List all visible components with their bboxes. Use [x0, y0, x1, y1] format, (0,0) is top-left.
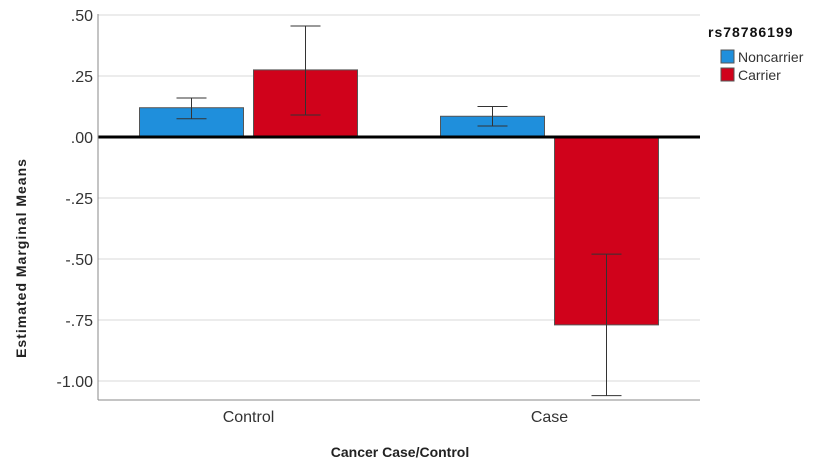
- bars: [139, 69, 659, 326]
- y-tick-label: .25: [71, 69, 93, 86]
- legend-title: rs78786199: [708, 24, 794, 40]
- x-tick-labels: Control Case: [223, 409, 569, 426]
- legend-label-noncarrier: Noncarrier: [738, 49, 804, 65]
- legend-swatch-noncarrier: [720, 49, 735, 64]
- error-bars: [176, 25, 622, 397]
- y-tick-label: .50: [71, 8, 93, 25]
- legend: rs78786199 Noncarrier Carrier: [708, 24, 804, 83]
- legend-swatch-carrier: [720, 67, 735, 82]
- x-tick-label: Case: [531, 409, 568, 426]
- y-tick-label: -.25: [65, 191, 93, 208]
- y-tick-label: .00: [71, 130, 93, 147]
- y-axis-title: Estimated Marginal Means: [13, 158, 29, 358]
- x-tick-label: Control: [223, 409, 275, 426]
- x-axis-title: Cancer Case/Control: [331, 444, 469, 460]
- legend-label-carrier: Carrier: [738, 67, 781, 83]
- y-tick-labels: .50 .25 .00 -.25 -.50 -.75 -1.00: [57, 8, 94, 391]
- y-tick-label: -1.00: [57, 374, 94, 391]
- y-tick-label: -.75: [65, 313, 93, 330]
- y-tick-label: -.50: [65, 252, 93, 269]
